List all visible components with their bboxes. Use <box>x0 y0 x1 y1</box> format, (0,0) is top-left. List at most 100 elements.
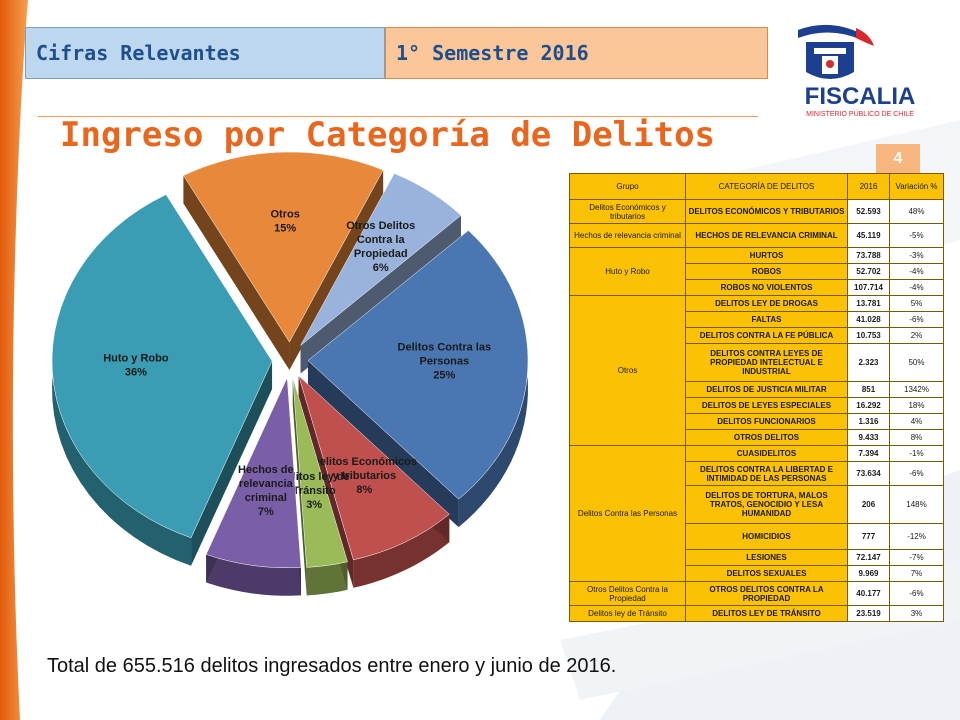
title-rule <box>38 116 758 117</box>
table-row: Otros Delitos Contra la Propiedad OTROS D… <box>569 581 944 606</box>
header-right-label: 1° Semestre 2016 <box>396 41 589 65</box>
pie-slice <box>292 377 348 568</box>
table-value-cell: 72.147 <box>847 549 890 566</box>
table-variation-cell: -4% <box>889 263 944 280</box>
pie-slice <box>205 377 302 569</box>
table-value-cell: 9.433 <box>847 429 890 446</box>
table-value-cell: 851 <box>847 381 890 398</box>
pie-chart: Huto y Robo 36% Otros 15% Otros Delitos Contr… <box>51 151 529 596</box>
table-value-cell: 73.788 <box>847 247 890 264</box>
pie-slice-label: Delitos Contra las Personas 25% <box>398 341 492 381</box>
table-group-cell: Otros Delitos Contra la Propiedad <box>569 581 686 606</box>
table-value-cell: 45.119 <box>847 223 890 248</box>
pie-slice-group: Hechos de relevancia criminal 7% <box>205 377 302 596</box>
table-row: DELITOS CONTRA LEYES DE PROPIEDAD INTELE… <box>570 343 944 382</box>
header-left-label: Cifras Relevantes <box>36 41 241 65</box>
table-row: DELITOS DE TORTURA, MALOS TRATOS, GENOCI… <box>570 485 944 524</box>
pie-slice-label: Huto y Robo 36% <box>103 353 169 379</box>
table-value-cell: 13.781 <box>847 295 890 312</box>
pie-slice-label: Hechos de relevancia criminal 7% <box>238 464 294 518</box>
table-variation-cell: 18% <box>889 397 944 414</box>
pie-slice <box>300 173 462 346</box>
header-left-box: Cifras Relevantes <box>25 27 385 79</box>
table-group-cell: Delitos Económicos y tributarios <box>569 199 686 224</box>
table-variation-cell: 8% <box>889 429 944 446</box>
table-variation-cell: 148% <box>889 485 944 524</box>
table-value-cell: 777 <box>847 523 890 550</box>
pie-slice <box>307 230 529 500</box>
table-category-cell: DELITOS ECONÓMICOS Y TRIBUTARIOS <box>685 199 848 224</box>
pie-slice-label: Delitos Económicos y tributarios 8% <box>312 456 417 496</box>
table-group-cell: Delitos ley de Tránsito <box>569 605 686 622</box>
pie-slice-side <box>52 194 192 566</box>
table-value-cell: 23.519 <box>847 605 890 622</box>
table-variation-cell: -1% <box>889 445 944 462</box>
table-value-cell: 16.292 <box>847 397 890 414</box>
table-variation-cell: -7% <box>889 549 944 566</box>
table-row: DELITOS FUNCIONARIOS 1.316 4% <box>570 413 944 430</box>
table-variation-cell: 5% <box>889 295 944 312</box>
table-variation-cell: -4% <box>889 279 944 296</box>
table-row: DELITOS SEXUALES 9.969 7% <box>570 565 944 582</box>
table-variation-cell: 1342% <box>889 381 944 398</box>
table-variation-cell: 3% <box>889 605 944 622</box>
logo-name: FISCALIA <box>805 83 916 110</box>
table-variation-cell: 50% <box>889 343 944 382</box>
table-row: DELITOS CONTRA LA LIBERTAD E INTIMIDAD D… <box>570 461 944 486</box>
table-category-cell: DELITOS FUNCIONARIOS <box>685 413 848 430</box>
table-row: LESIONES 72.147 -7% <box>570 549 944 566</box>
crime-category-table: Grupo CATEGORÍA DE DELITOS 2016 Variació… <box>569 173 944 622</box>
table-row: DELITOS CONTRA LA FE PÚBLICA 10.753 2% <box>570 327 944 344</box>
table-category-cell: ROBOS NO VIOLENTOS <box>685 279 848 296</box>
table-category-cell: HOMICIDIOS <box>685 523 848 550</box>
page-title: Ingreso por Categoría de Delitos <box>60 115 716 155</box>
table-value-cell: 40.177 <box>847 581 890 606</box>
table-group-cell: Delitos Contra las Personas <box>569 445 686 582</box>
table-variation-cell: -3% <box>889 247 944 264</box>
pie-slice-side <box>353 514 450 588</box>
table-row: Delitos ley de Tránsito DELITOS LEY DE TR… <box>569 605 944 622</box>
pie-slice-wall <box>289 170 384 371</box>
pie-slice-label: Delitos ley de Tránsito 3% <box>279 471 350 511</box>
header-grupo: Grupo <box>569 173 686 200</box>
table-group-cell: Otros <box>569 295 686 446</box>
pie-slice-side <box>206 554 301 596</box>
table-row: ROBOS NO VIOLENTOS 107.714 -4% <box>570 279 944 296</box>
table-variation-cell: -6% <box>889 461 944 486</box>
header-categoria: CATEGORÍA DE DELITOS <box>685 173 848 200</box>
table-variation-cell: 4% <box>889 413 944 430</box>
table-category-cell: ROBOS <box>685 263 848 280</box>
table-value-cell: 9.969 <box>847 565 890 582</box>
pie-slice-group: Delitos Contra las Personas 25% <box>307 230 529 528</box>
table-category-cell: DELITOS CONTRA LA FE PÚBLICA <box>685 327 848 344</box>
table-variation-cell: -6% <box>889 581 944 606</box>
header-year: 2016 <box>847 173 890 200</box>
pie-slice <box>183 151 384 343</box>
table-category-cell: DELITOS DE LEYES ESPECIALES <box>685 397 848 414</box>
pie-slice-wall <box>183 175 290 371</box>
pie-slice-group: Otros 15% <box>183 151 384 371</box>
pie-slice-side <box>306 561 348 596</box>
table-value-cell: 73.634 <box>847 461 890 486</box>
table-row: HOMICIDIOS 777 -12% <box>570 523 944 550</box>
table-category-cell: OTROS DELITOS <box>685 429 848 446</box>
table-value-cell: 107.714 <box>847 279 890 296</box>
table-value-cell: 10.753 <box>847 327 890 344</box>
pie-slice-label: Otros 15% <box>270 208 299 234</box>
table-header-row: Grupo CATEGORÍA DE DELITOS 2016 Variació… <box>569 173 944 200</box>
table-group-cell: Huto y Robo <box>569 247 686 296</box>
table-category-cell: DELITOS CONTRA LA LIBERTAD E INTIMIDAD D… <box>685 461 848 486</box>
table-category-cell: CUASIDELITOS <box>685 445 848 462</box>
table-category-cell: HURTOS <box>685 247 848 264</box>
pie-slice-wall <box>191 361 273 566</box>
table-variation-cell: -6% <box>889 311 944 328</box>
table-value-cell: 52.593 <box>847 199 890 224</box>
table-row: ROBOS 52.702 -4% <box>570 263 944 280</box>
table-value-cell: 206 <box>847 485 890 524</box>
table-row: DELITOS DE JUSTICIA MILITAR 851 1342% <box>570 381 944 398</box>
table-category-cell: DELITOS LEY DE TRÁNSITO <box>685 605 848 622</box>
logo-subtitle: MINISTERIO PÚBLICO DE CHILE <box>806 109 914 118</box>
table-variation-cell: 48% <box>889 199 944 224</box>
table-value-cell: 7.394 <box>847 445 890 462</box>
fiscalia-logo: FISCALIA MINISTERIO PÚBLICO DE CHILE <box>798 24 916 118</box>
